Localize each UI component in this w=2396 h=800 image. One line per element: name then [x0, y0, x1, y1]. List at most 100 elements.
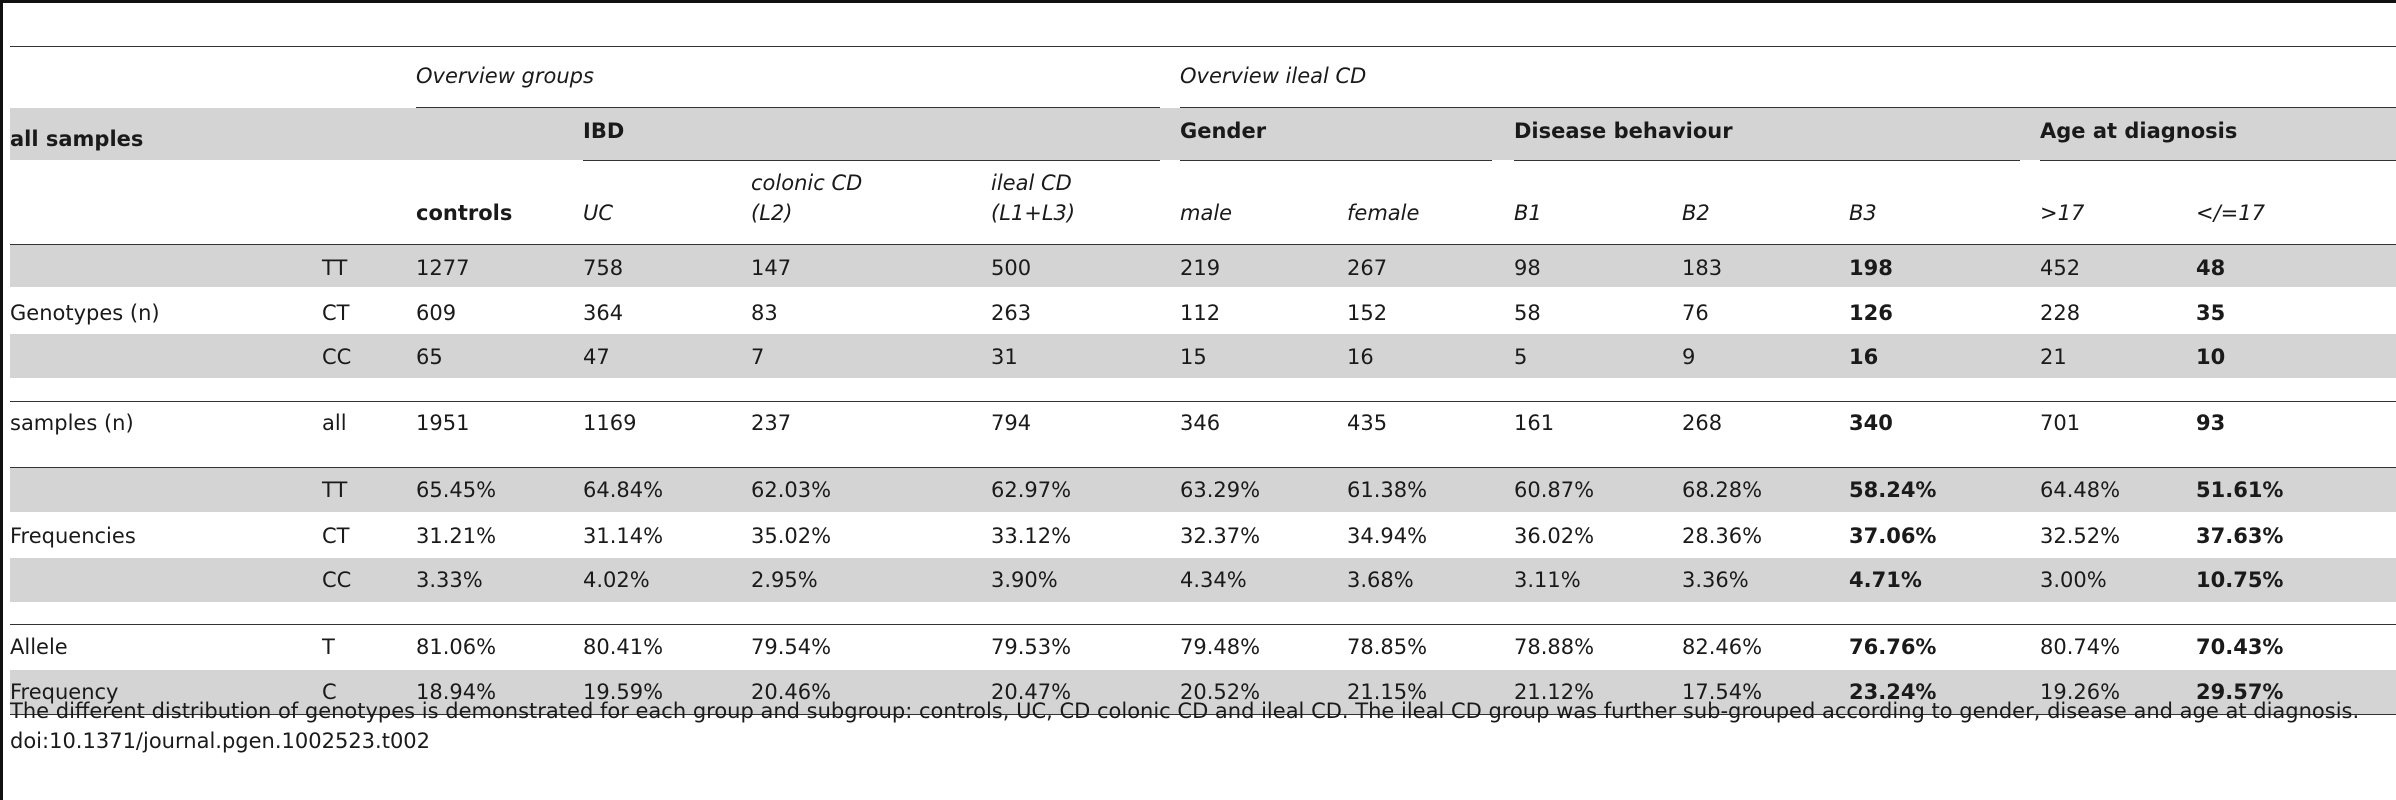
col-header-under-17: </=17	[2196, 201, 2265, 225]
table-cell: 79.53%	[991, 635, 1072, 659]
table-cell: 35.02%	[751, 524, 832, 548]
table-cell: 58	[1514, 301, 1541, 325]
table-cell: 5	[1514, 345, 1528, 369]
table-cell: 37.63%	[2196, 524, 2284, 548]
col-header-controls: controls	[416, 201, 513, 225]
table-cell: 51.61%	[2196, 478, 2284, 502]
table-cell: 64.48%	[2040, 478, 2121, 502]
table-cell: 237	[751, 411, 792, 435]
table-cell: 152	[1347, 301, 1388, 325]
overview-ileal-heading: Overview ileal CD	[1180, 64, 1367, 88]
table-cell: 76	[1682, 301, 1709, 325]
table-cell: 701	[2040, 411, 2081, 435]
row-sub-label: TT	[322, 478, 348, 502]
table-cell: 3.36%	[1682, 568, 1749, 592]
table-cell: 219	[1180, 256, 1221, 280]
table-cell: 10	[2196, 345, 2226, 369]
table-cell: 65.45%	[416, 478, 497, 502]
table-cell: 60.87%	[1514, 478, 1595, 502]
table-cell: 435	[1347, 411, 1388, 435]
table-cell: 10.75%	[2196, 568, 2284, 592]
left-border	[0, 0, 3, 800]
age-at-diagnosis-heading: Age at diagnosis	[2040, 119, 2238, 143]
table-cell: 93	[2196, 411, 2226, 435]
table-cell: 20.47%	[991, 680, 1072, 704]
table-cell: 20.52%	[1180, 680, 1261, 704]
table-cell: 20.46%	[751, 680, 832, 704]
table-cell: 78.85%	[1347, 635, 1428, 659]
table-top-rule	[10, 46, 2396, 47]
table-cell: 263	[991, 301, 1032, 325]
row-label: Frequency	[10, 680, 119, 704]
overview-groups-underline	[416, 107, 1160, 108]
table-cell: 58.24%	[1849, 478, 1937, 502]
table-cell: 364	[583, 301, 624, 325]
table-cell: 78.88%	[1514, 635, 1595, 659]
table-cell: 228	[2040, 301, 2081, 325]
table-cell: 76.76%	[1849, 635, 1937, 659]
ibd-heading: IBD	[583, 119, 625, 143]
table-cell: 3.90%	[991, 568, 1058, 592]
table-cell: 794	[991, 411, 1032, 435]
table-cell: 31	[991, 345, 1018, 369]
table-bottom-rule	[10, 714, 2396, 715]
caption: The different distribution of genotypes …	[10, 696, 2390, 756]
table-cell: 33.12%	[991, 524, 1072, 548]
col-header-female: female	[1347, 201, 1420, 225]
table-cell: 81.06%	[416, 635, 497, 659]
row-label: Frequencies	[10, 524, 136, 548]
table-cell: 34.94%	[1347, 524, 1428, 548]
top-border	[0, 0, 2396, 3]
table-cell: 500	[991, 256, 1032, 280]
row-label: Genotypes (n)	[10, 301, 160, 325]
table-cell: 3.68%	[1347, 568, 1414, 592]
table-cell: 98	[1514, 256, 1541, 280]
col-header-uc: UC	[583, 201, 614, 225]
table-cell: 452	[2040, 256, 2081, 280]
row-sub-label: TT	[322, 256, 348, 280]
table-cell: 126	[1849, 301, 1893, 325]
col-header-colonic-cd-sub: (L2)	[751, 201, 793, 225]
table-cell: 62.03%	[751, 478, 832, 502]
table-cell: 82.46%	[1682, 635, 1763, 659]
table-cell: 198	[1849, 256, 1893, 280]
table-cell: 64.84%	[583, 478, 664, 502]
row-sub-label: all	[322, 411, 347, 435]
col-header-b2: B2	[1682, 201, 1710, 225]
table-cell: 758	[583, 256, 624, 280]
table-cell: 28.36%	[1682, 524, 1763, 548]
all-samples-label: all samples	[10, 127, 144, 151]
band-genotype-cc	[10, 334, 2396, 378]
col-header-ileal-cd-sub: (L1+L3)	[991, 201, 1076, 225]
row-sub-label: CT	[322, 301, 350, 325]
col-header-colonic-cd: colonic CD	[751, 171, 863, 195]
col-header-b1: B1	[1514, 201, 1542, 225]
row-sub-label: CT	[322, 524, 350, 548]
table-cell: 147	[751, 256, 792, 280]
row-sub-label: T	[322, 635, 335, 659]
table-cell: 609	[416, 301, 457, 325]
table-cell: 1169	[583, 411, 637, 435]
row-sub-label: C	[322, 680, 337, 704]
table-cell: 15	[1180, 345, 1207, 369]
header-band	[10, 108, 2396, 160]
table-cell: 18.94%	[416, 680, 497, 704]
table-cell: 21	[2040, 345, 2067, 369]
table-cell: 2.95%	[751, 568, 818, 592]
table-cell: 29.57%	[2196, 680, 2284, 704]
col-header-ileal-cd: ileal CD	[991, 171, 1072, 195]
col-header-b3: B3	[1849, 201, 1877, 225]
header-bottom-rule	[10, 244, 2396, 245]
table-cell: 112	[1180, 301, 1221, 325]
table-cell: 3.33%	[416, 568, 483, 592]
table-cell: 21.12%	[1514, 680, 1595, 704]
row-sub-label: CC	[322, 568, 352, 592]
rule-after-genotypes	[10, 401, 2396, 402]
table-cell: 48	[2196, 256, 2226, 280]
table-cell: 61.38%	[1347, 478, 1428, 502]
table-cell: 19.59%	[583, 680, 664, 704]
table-cell: 35	[2196, 301, 2226, 325]
gender-heading: Gender	[1180, 119, 1267, 143]
table-cell: 70.43%	[2196, 635, 2284, 659]
rule-after-frequencies	[10, 624, 2396, 625]
